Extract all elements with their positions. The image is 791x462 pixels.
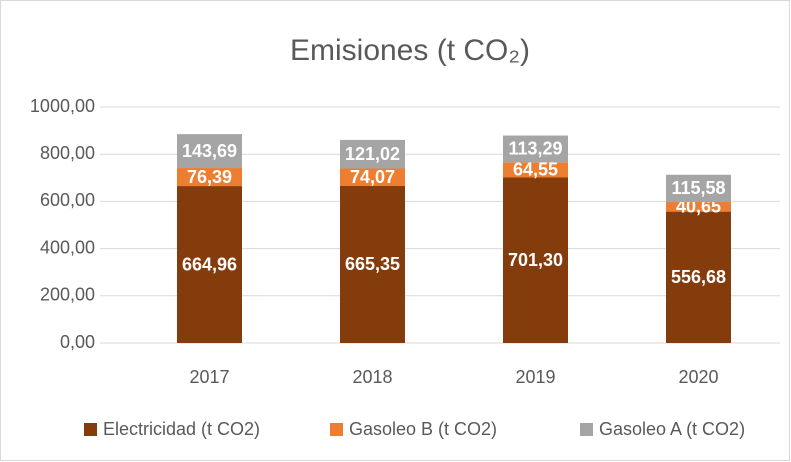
legend-swatch xyxy=(84,423,97,436)
y-tick-label: 200,00 xyxy=(40,285,95,305)
data-label: 76,39 xyxy=(187,167,232,187)
legend-label: Gasoleo B (t CO2) xyxy=(349,419,497,439)
bar-segment xyxy=(177,134,242,169)
data-label: 121,02 xyxy=(345,144,400,164)
bar-segment xyxy=(503,177,568,343)
data-label: 665,35 xyxy=(345,254,400,274)
chart-title: Emisiones (t CO₂) xyxy=(290,34,530,67)
y-tick-label: 600,00 xyxy=(40,190,95,210)
y-tick-label: 800,00 xyxy=(40,143,95,163)
y-tick-label: 400,00 xyxy=(40,237,95,257)
data-label: 64,55 xyxy=(513,160,558,180)
data-label: 701,30 xyxy=(508,250,563,270)
x-tick-label: 2019 xyxy=(515,367,555,387)
x-tick-label: 2017 xyxy=(189,367,229,387)
bar-segment xyxy=(666,202,731,212)
data-label: 664,96 xyxy=(182,254,237,274)
data-label: 74,07 xyxy=(350,167,395,187)
y-tick-label: 1000,00 xyxy=(30,96,95,116)
data-label: 115,58 xyxy=(671,178,725,198)
data-label: 143,69 xyxy=(182,141,237,161)
bar-segment xyxy=(503,135,568,163)
y-tick-label: 0,00 xyxy=(60,332,95,352)
legend-label: Gasoleo A (t CO2) xyxy=(599,419,745,439)
data-label: 113,29 xyxy=(508,139,562,159)
bar-segment xyxy=(340,168,405,186)
bar-segment xyxy=(177,168,242,187)
x-tick-label: 2020 xyxy=(678,367,718,387)
bar-segment xyxy=(177,186,242,343)
data-label: 556,68 xyxy=(671,267,726,287)
legend-label: Electricidad (t CO2) xyxy=(103,419,260,439)
bar-segment xyxy=(340,139,405,169)
bar-segment xyxy=(340,185,405,343)
bar-segment xyxy=(666,211,731,343)
bar-segment xyxy=(666,174,731,203)
bar-segment xyxy=(503,162,568,178)
legend-swatch xyxy=(580,423,593,436)
x-tick-label: 2018 xyxy=(352,367,392,387)
legend-swatch xyxy=(330,423,343,436)
